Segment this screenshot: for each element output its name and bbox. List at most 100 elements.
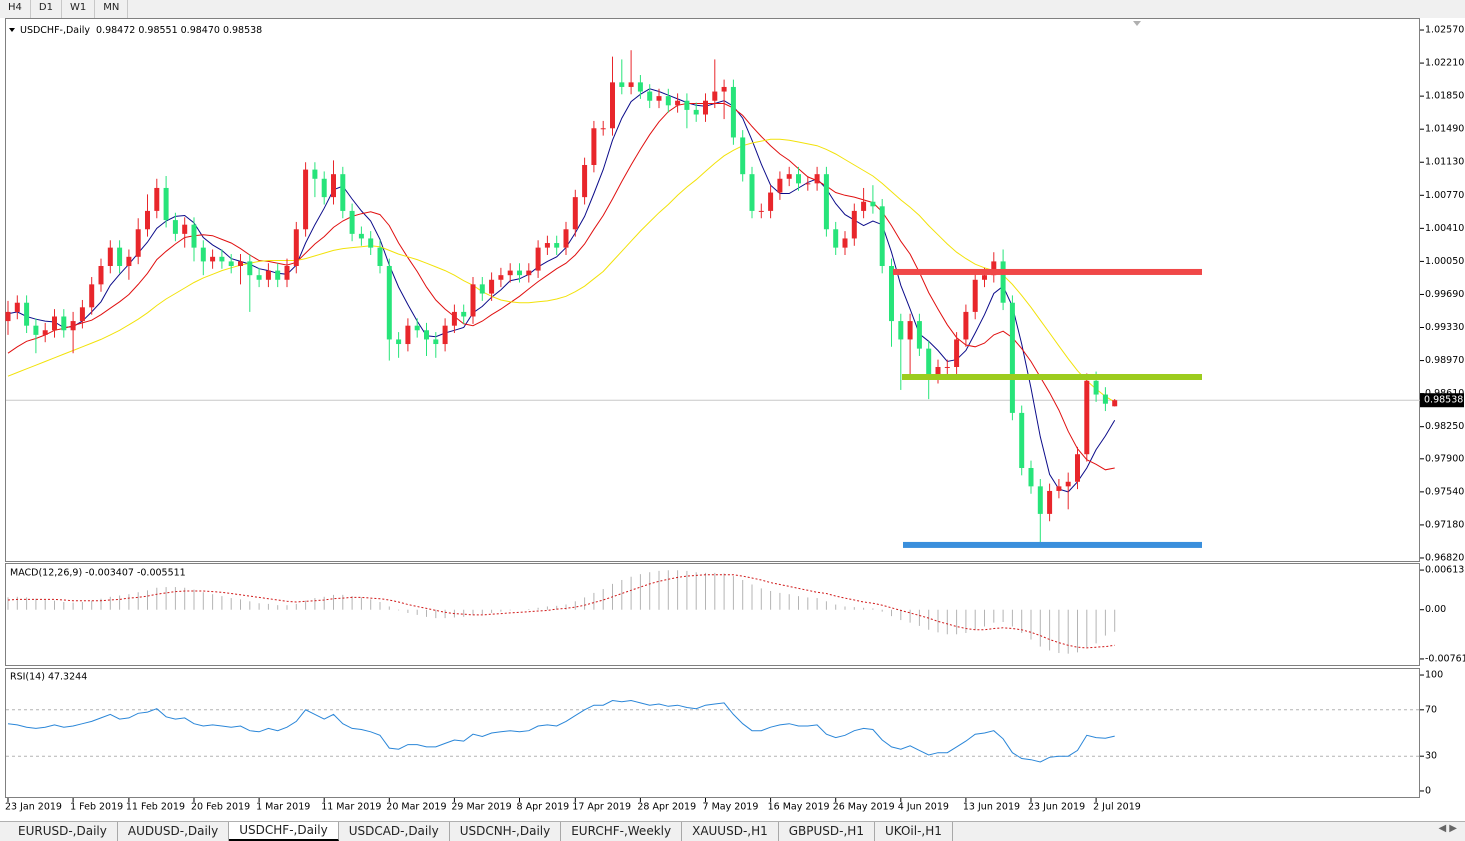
x-tick-label: 4 Jun 2019 [898,802,949,813]
candle-body [79,307,85,322]
candle-body [786,174,792,179]
candle-body [479,284,485,294]
candle-body [284,265,290,280]
candle-body [414,325,420,331]
candle-body [321,178,327,198]
y-tick-label: -0.007612 [1425,653,1465,664]
candle-body [117,247,123,266]
level-line [903,541,1202,548]
candle-body [442,325,448,345]
candle-body [851,210,857,239]
main-panel-frame [5,18,1420,562]
level-line [893,268,1202,275]
tab-scroll-arrows[interactable]: ◀ ▶ [1438,823,1457,834]
candle-body [424,330,429,340]
chart-tab[interactable]: USDCNH-,Daily [450,822,562,841]
candle-body [861,201,867,211]
y-tick-label: 0.00613 [1425,565,1464,576]
candle-body [377,247,383,266]
y-tick-label: 1.01490 [1425,124,1464,135]
chart-tab[interactable]: UKOil-,H1 [875,822,953,841]
chart-tab[interactable]: AUDUSD-,Daily [118,822,230,841]
candle-body [665,96,671,106]
indicator-title: RSI(14) 47.3244 [10,672,87,683]
candle-body [842,238,848,248]
chart-tab[interactable]: GBPUSD-,H1 [779,822,875,841]
y-tick-label: 0 [1425,785,1431,796]
y-tick-label: 1.00050 [1425,256,1464,267]
macd-signal-line [7,574,1115,649]
symbol-title: USDCHF-,Daily [20,25,90,36]
candle-body [814,174,820,184]
chart-tab[interactable]: USDCAD-,Daily [339,822,450,841]
x-tick-label: 1 Mar 2019 [256,802,310,813]
candle-body [991,261,997,276]
candle-body [265,270,271,280]
candle-body [823,174,829,230]
candle-body [879,206,885,266]
candle-body [275,270,281,280]
candle-body [498,275,504,280]
chart-tab[interactable]: XAUUSD-,H1 [682,822,779,841]
candle-body [944,366,950,368]
timeframe-button[interactable]: W1 [62,0,96,18]
x-tick-label: 20 Feb 2019 [191,802,250,813]
candle-body [647,91,653,101]
candle-body [303,169,309,230]
candle-body [126,256,132,266]
candle-body [721,86,727,92]
candle-body [1028,467,1034,487]
x-tick-label: 11 Feb 2019 [126,802,185,813]
chart-tab[interactable]: EURCHF-,Weekly [561,822,683,841]
candle-body [219,256,225,262]
candle-body [107,247,113,266]
candle-body [535,247,541,271]
chart-window: USDCHF-,Daily 0.98472 0.98551 0.98470 0.9… [0,0,1465,821]
candle-body [684,100,690,110]
timeframe-button[interactable]: D1 [31,0,62,18]
candle-body [433,339,439,345]
chart-tab[interactable]: USDCHF-,Daily [229,822,339,841]
candle-body [340,174,346,211]
candle-body [517,270,522,276]
timeframe-button[interactable]: MN [95,0,129,18]
candle-body [312,169,318,179]
candle-body [889,265,894,322]
x-tick-label: 23 Jun 2019 [1028,802,1085,813]
candle-body [572,197,578,230]
candle-body [507,270,513,276]
x-tick-label: 28 Apr 2019 [637,802,696,813]
candle-body [172,220,178,234]
y-tick-label: 1.01130 [1425,157,1464,168]
candle-body [70,321,76,331]
candle-body [33,325,39,335]
candle-body [916,321,922,349]
candle-body [600,128,606,130]
timeframe-button[interactable]: H4 [0,0,31,18]
candle-body [972,279,978,312]
candle-body [1056,486,1062,491]
candle-body [489,279,495,294]
candle-body [703,100,708,115]
chart-tab[interactable]: EURUSD-,Daily [8,822,118,841]
x-tick-label: 13 Jun 2019 [963,802,1020,813]
candle-body [582,164,588,198]
y-tick-label: 0.98250 [1425,421,1464,432]
x-tick-label: 7 May 2019 [703,802,759,813]
y-tick-label: 0.00 [1425,604,1446,615]
chart-title: USDCHF-,Daily 0.98472 0.98551 0.98470 0.9… [20,25,262,36]
candle-body [675,100,681,106]
candle-body [89,284,95,308]
x-tick-label: 8 Apr 2019 [517,802,570,813]
candle-body [749,174,755,211]
candle-body [461,311,467,317]
candle-body [61,316,67,331]
y-tick-label: 0.99690 [1425,289,1464,300]
candle-body [982,275,987,280]
level-line [902,374,1202,381]
candle-body [730,86,736,138]
y-tick-label: 1.02210 [1425,58,1464,69]
candle-body [24,302,30,326]
y-tick-label: 1.00770 [1425,190,1464,201]
y-tick-label: 1.00410 [1425,223,1464,234]
